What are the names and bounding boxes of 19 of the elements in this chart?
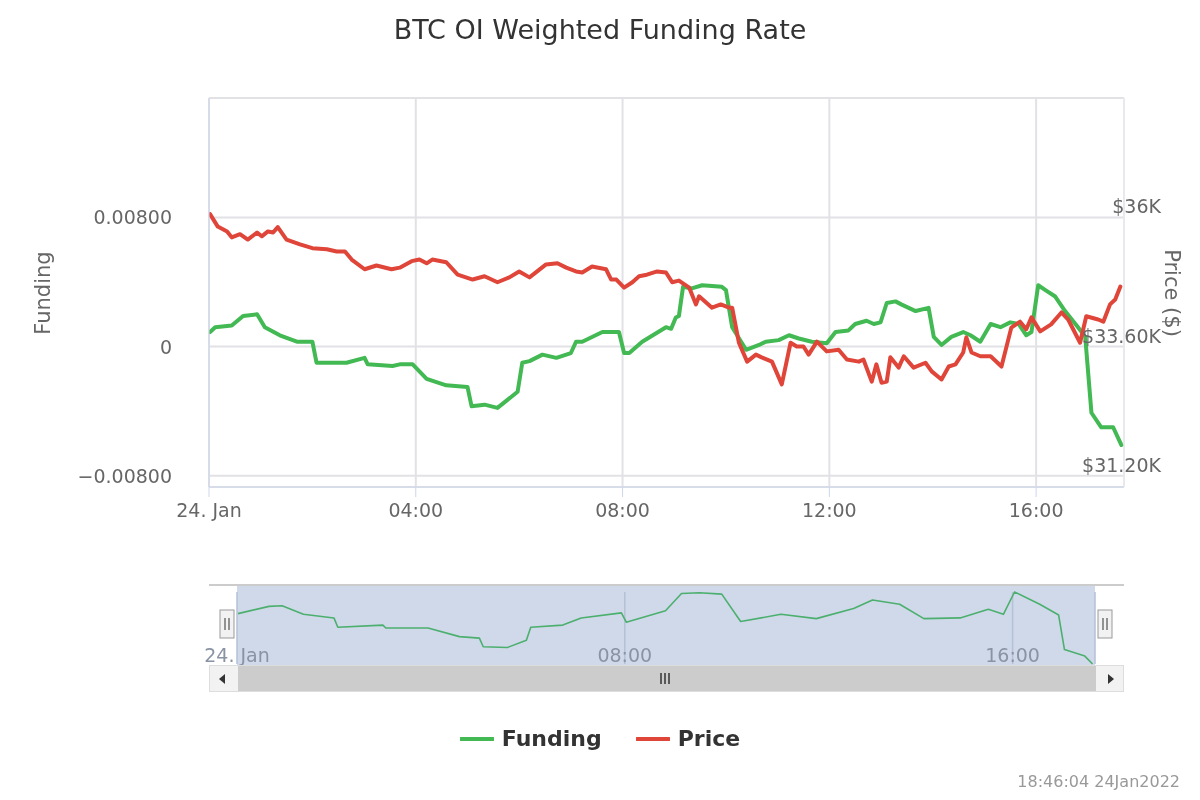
x-tick-label: 08:00 bbox=[595, 499, 650, 521]
x-tick-label: 16:00 bbox=[985, 644, 1040, 666]
x-tick-label: 12:00 bbox=[801, 499, 857, 521]
y-tick-label: 0 bbox=[159, 335, 172, 358]
text: 18:46:04 24Jan2022 bbox=[1017, 772, 1180, 791]
chart-title: BTC OI Weighted Funding Rate bbox=[392, 14, 808, 45]
x-tick-label: 04:00 bbox=[388, 499, 444, 521]
x-tick-label: 24. Jan bbox=[204, 644, 270, 666]
legend-label: Price bbox=[677, 726, 741, 751]
legend-label: Funding bbox=[501, 726, 602, 751]
y-tick-label: −0.00800 bbox=[77, 464, 172, 487]
y-tick-label: 0.00800 bbox=[93, 206, 172, 229]
y-axis-title: Funding bbox=[31, 251, 55, 335]
y2-tick-label: $31.20K bbox=[1082, 454, 1162, 477]
x-tick-label: 08:00 bbox=[597, 644, 653, 666]
x-tick-label: 16:00 bbox=[1008, 499, 1064, 521]
x-tick-label: 24. Jan bbox=[176, 499, 242, 521]
y2-tick-label: $36K bbox=[1112, 194, 1162, 217]
y2-axis-title: Price ($) bbox=[1160, 249, 1184, 337]
